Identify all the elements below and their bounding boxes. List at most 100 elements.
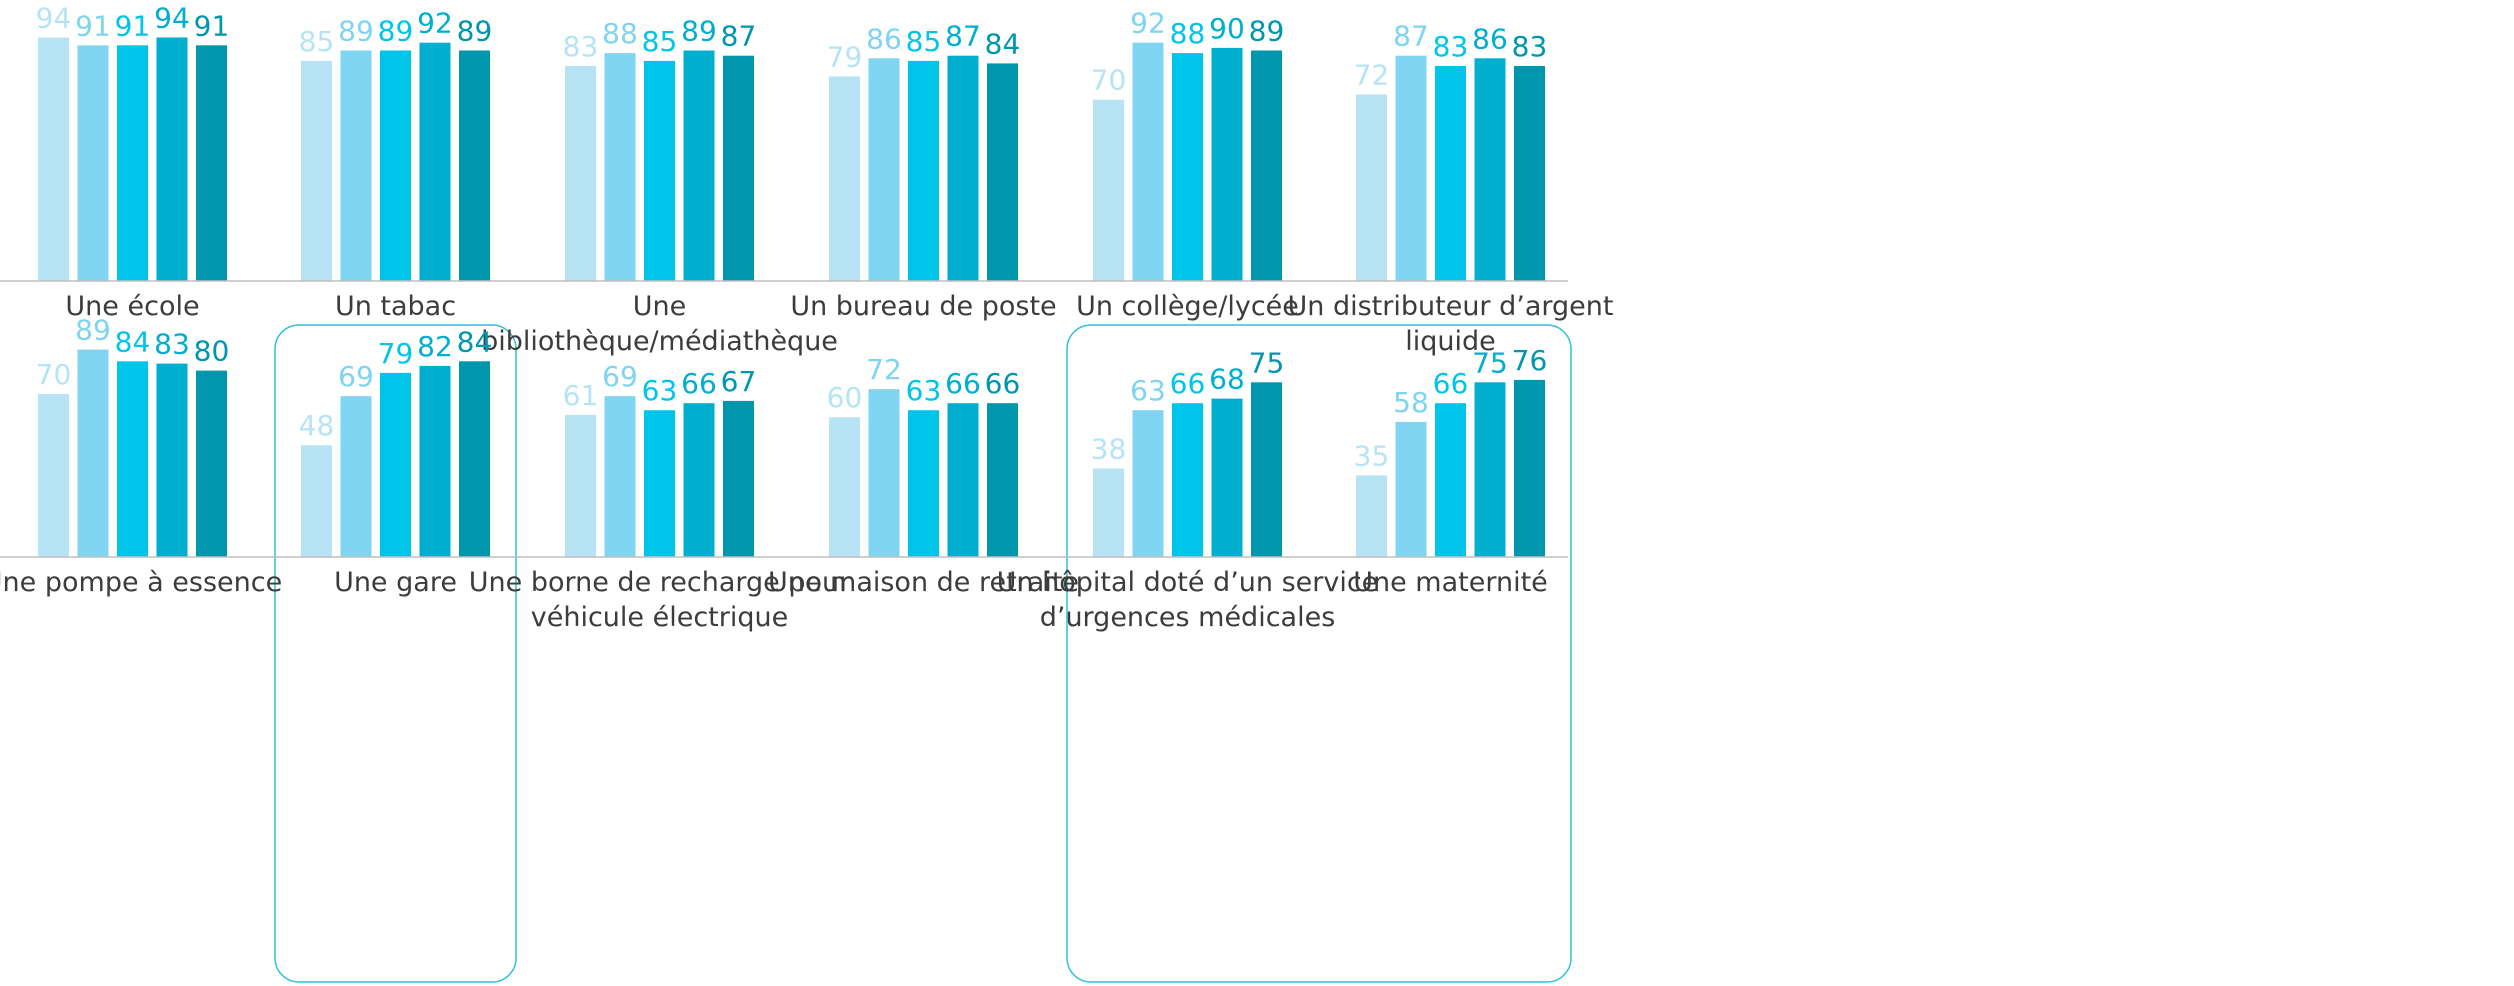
bar — [340, 396, 372, 557]
data-label: 94 — [36, 2, 72, 35]
data-label: 87 — [945, 20, 981, 53]
category-label: Une école — [65, 291, 199, 322]
data-label: 75 — [1472, 346, 1508, 379]
bar — [156, 363, 188, 557]
data-label: 70 — [36, 358, 72, 391]
bar — [301, 445, 332, 557]
data-label: 82 — [417, 330, 453, 363]
bar — [1132, 410, 1164, 557]
bar — [156, 37, 188, 281]
bar — [1093, 99, 1124, 281]
data-label: 87 — [1393, 20, 1429, 53]
bar — [77, 45, 109, 281]
bar — [644, 60, 675, 282]
data-label: 85 — [906, 25, 942, 58]
bar — [565, 414, 596, 557]
data-label: 89 — [681, 15, 717, 48]
data-label: 94 — [154, 2, 190, 35]
data-label: 69 — [338, 360, 374, 393]
bar — [829, 76, 860, 282]
data-label: 63 — [642, 374, 678, 407]
data-label: 84 — [115, 325, 151, 358]
highlight-box — [1066, 324, 1572, 983]
category-label: Un collège/lycée — [1076, 291, 1299, 322]
bar — [683, 50, 715, 281]
bar — [1211, 398, 1243, 557]
bar — [868, 389, 900, 557]
data-label: 84 — [985, 27, 1021, 60]
bar — [77, 349, 109, 557]
data-label: 66 — [985, 367, 1021, 400]
data-label: 89 — [75, 314, 111, 347]
axes — [0, 280, 1568, 558]
bar — [1251, 382, 1282, 558]
data-label: 79 — [827, 40, 863, 73]
data-label: 72 — [1354, 59, 1390, 92]
data-label: 67 — [721, 365, 757, 398]
data-label: 66 — [1433, 367, 1469, 400]
bar — [1514, 379, 1545, 557]
bar — [908, 410, 939, 557]
data-label: 89 — [457, 15, 493, 48]
data-label: 68 — [1209, 363, 1245, 396]
bar — [1172, 53, 1203, 281]
category-label: Une gare — [334, 567, 457, 598]
data-label: 72 — [866, 353, 902, 386]
bar — [1435, 403, 1466, 557]
bar — [117, 361, 148, 557]
bar — [1251, 50, 1282, 281]
data-label: 91 — [115, 9, 151, 42]
data-label: 61 — [563, 379, 599, 412]
bar — [301, 60, 332, 282]
data-label: 63 — [906, 374, 942, 407]
bar — [1356, 475, 1387, 557]
data-label: 66 — [945, 367, 981, 400]
data-label: 91 — [75, 9, 111, 42]
data-label: 80 — [194, 335, 230, 368]
data-label: 58 — [1393, 386, 1429, 419]
data-label: 38 — [1091, 433, 1127, 466]
data-label: 85 — [642, 25, 678, 58]
data-label: 84 — [457, 325, 493, 358]
data-label: 86 — [866, 22, 902, 55]
data-label: 76 — [1512, 344, 1548, 377]
bar — [419, 42, 451, 282]
data-label: 83 — [1512, 30, 1548, 63]
data-label: 88 — [602, 17, 638, 50]
bar — [1172, 403, 1203, 557]
data-label: 86 — [1472, 22, 1508, 55]
category-label: Un bureau de poste — [790, 291, 1056, 322]
bar — [419, 365, 451, 557]
data-label: 63 — [1130, 374, 1166, 407]
bar — [459, 361, 490, 557]
data-label: 70 — [1091, 64, 1127, 97]
category-label: Une maternité — [1353, 567, 1548, 598]
bar — [1474, 382, 1506, 558]
bar — [683, 403, 715, 557]
bar — [380, 372, 411, 557]
category-label: Un tabac — [335, 291, 456, 322]
bar — [987, 63, 1018, 282]
bar — [565, 66, 596, 281]
data-label: 89 — [1249, 15, 1285, 48]
category-label: Une borne de recharge pour véhicule élect… — [469, 567, 851, 633]
highlight-boxes — [274, 324, 1572, 983]
bar — [1093, 468, 1124, 557]
bar — [947, 403, 979, 557]
bar — [1514, 66, 1545, 281]
category-label: Une pompe à essence — [0, 567, 282, 598]
bar — [644, 410, 675, 557]
data-label: 69 — [602, 360, 638, 393]
bar — [196, 370, 227, 557]
data-label: 35 — [1354, 439, 1390, 472]
bar — [829, 417, 860, 557]
bar — [1132, 42, 1164, 282]
bar — [604, 396, 636, 557]
bar — [1474, 58, 1506, 281]
category-label: Un distributeur d’argent liquide — [1288, 291, 1614, 357]
data-label: 79 — [378, 337, 414, 370]
bar — [1356, 94, 1387, 281]
bar — [868, 58, 900, 281]
category-label: Une maison de retraite — [768, 567, 1079, 598]
